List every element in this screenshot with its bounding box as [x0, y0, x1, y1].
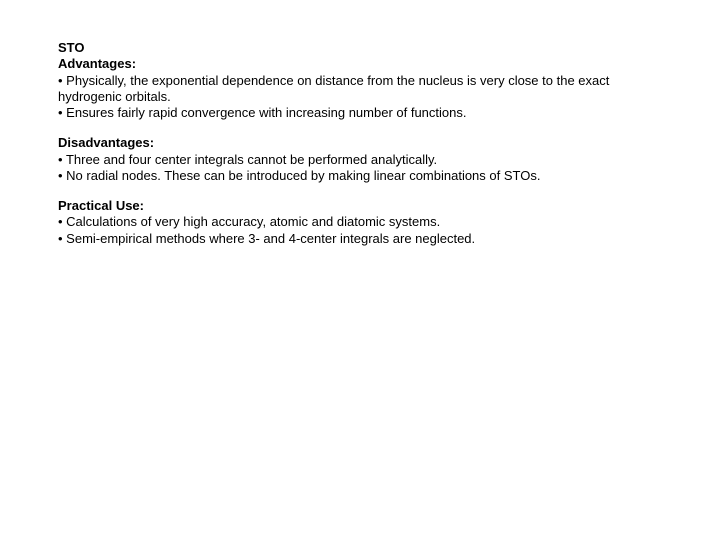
bullet-glyph: • [58, 73, 66, 88]
bullet-item: • Calculations of very high accuracy, at… [58, 214, 670, 230]
bullet-text: Ensures fairly rapid convergence with in… [66, 105, 466, 120]
bullet-glyph: • [58, 152, 66, 167]
bullet-item: • Ensures fairly rapid convergence with … [58, 105, 670, 121]
bullet-text: Semi-empirical methods where 3- and 4-ce… [66, 231, 475, 246]
bullet-item: • Semi-empirical methods where 3- and 4-… [58, 231, 670, 247]
bullet-text: Three and four center integrals cannot b… [66, 152, 437, 167]
bullet-item: • No radial nodes. These can be introduc… [58, 168, 670, 184]
bullet-text: Calculations of very high accuracy, atom… [66, 214, 440, 229]
practical-use-section: Practical Use: • Calculations of very hi… [58, 198, 670, 247]
bullet-glyph: • [58, 168, 66, 183]
bullet-text: No radial nodes. These can be introduced… [66, 168, 540, 183]
disadvantages-section: Disadvantages: • Three and four center i… [58, 135, 670, 184]
bullet-glyph: • [58, 231, 66, 246]
document-title: STO [58, 40, 670, 56]
bullet-item: • Physically, the exponential dependence… [58, 73, 670, 106]
bullet-text: Physically, the exponential dependence o… [58, 73, 609, 104]
bullet-glyph: • [58, 105, 66, 120]
bullet-glyph: • [58, 214, 66, 229]
section-heading-advantages: Advantages: [58, 56, 670, 72]
section-heading-disadvantages: Disadvantages: [58, 135, 670, 151]
title-section: STO Advantages: • Physically, the expone… [58, 40, 670, 121]
section-heading-practical-use: Practical Use: [58, 198, 670, 214]
bullet-item: • Three and four center integrals cannot… [58, 152, 670, 168]
